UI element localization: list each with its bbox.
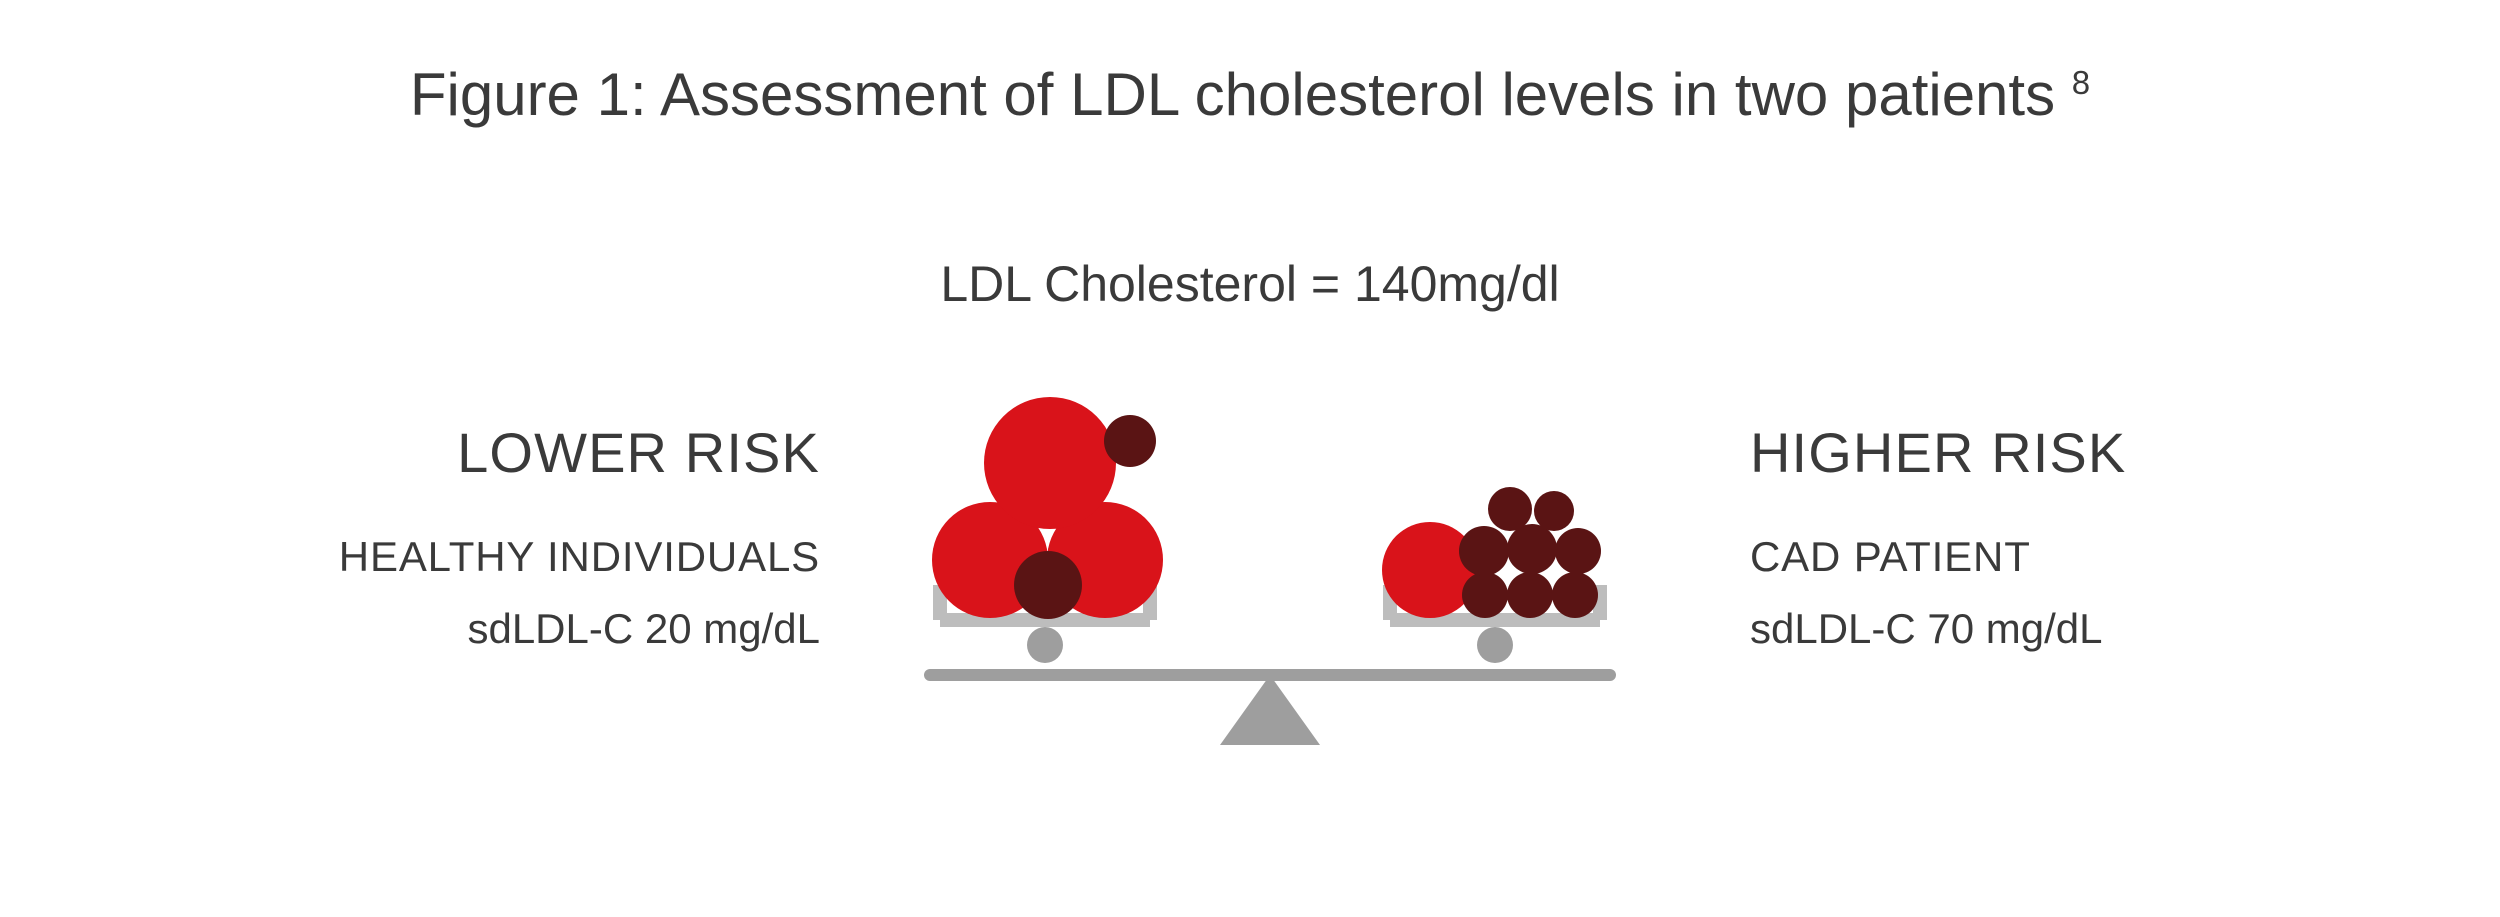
left-value: 20 mg/dL (645, 605, 820, 652)
fulcrum-icon (1220, 675, 1320, 745)
right-caption-block: HIGHER RISK CAD PATIENT sdLDL-C 70 mg/dL (1750, 420, 2500, 653)
right-ldl-particle-3 (1552, 572, 1598, 618)
left-pan-pivot-icon (1027, 627, 1063, 663)
left-ldl-particle-4 (1104, 415, 1156, 467)
left-ldl-particle-3 (1014, 551, 1082, 619)
right-who-label: CAD PATIENT (1750, 533, 2031, 581)
figure-subtitle: LDL Cholesterol = 140mg/dl (0, 255, 2500, 313)
right-ldl-particle-6 (1555, 528, 1601, 574)
right-ldl-particle-1 (1462, 572, 1508, 618)
right-value: 70 mg/dL (1927, 605, 2102, 652)
right-ldl-particle-2 (1507, 572, 1553, 618)
left-risk-label: LOWER RISK (457, 420, 820, 485)
right-ldl-particle-0 (1382, 522, 1478, 618)
left-who-label: HEALTHY INDIVIDUALS (339, 533, 820, 581)
left-caption-block: LOWER RISK HEALTHY INDIVIDUALS sdLDL-C 2… (0, 420, 820, 653)
left-ldl-particle-2 (984, 397, 1116, 529)
right-value-line: sdLDL-C 70 mg/dL (1750, 605, 2103, 653)
right-ldl-particle-5 (1507, 524, 1557, 574)
figure-title: Figure 1: Assessment of LDL cholesterol … (0, 60, 2500, 129)
figure-stage: Figure 1: Assessment of LDL cholesterol … (0, 0, 2500, 917)
balance-scale-graphic (870, 345, 1670, 765)
figure-title-superscript: 8 (2072, 64, 2090, 101)
left-value-line: sdLDL-C 20 mg/dL (467, 605, 820, 653)
right-ldl-particle-8 (1534, 491, 1574, 531)
right-ldl-particle-4 (1459, 526, 1509, 576)
figure-title-text: Figure 1: Assessment of LDL cholesterol … (410, 61, 2072, 128)
right-value-label: sdLDL-C (1750, 605, 1916, 652)
balance-scale-svg (870, 345, 1670, 765)
right-ldl-particle-7 (1488, 487, 1532, 531)
right-risk-label: HIGHER RISK (1750, 420, 2126, 485)
right-pan-pivot-icon (1477, 627, 1513, 663)
left-value-label: sdLDL-C (467, 605, 633, 652)
